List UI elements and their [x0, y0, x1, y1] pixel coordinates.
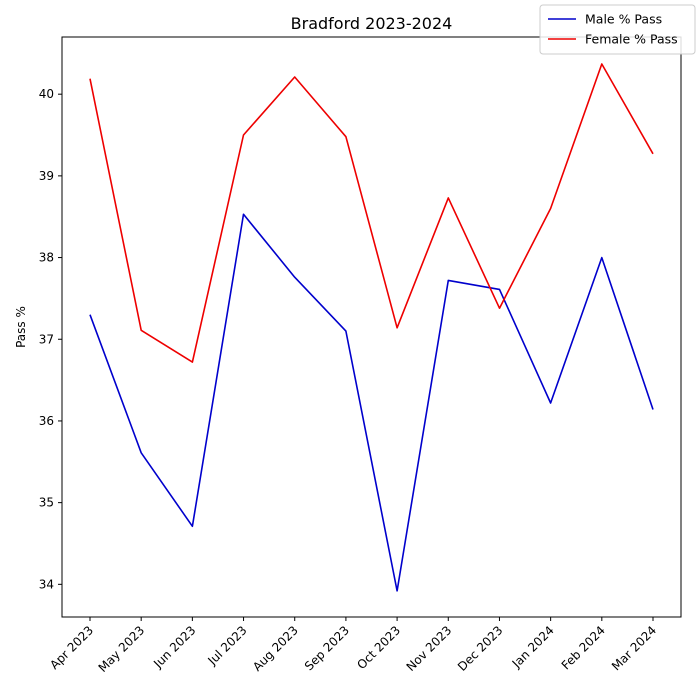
y-tick-label: 34 — [39, 577, 54, 591]
series-line-female — [89, 63, 654, 363]
plot-frame — [61, 36, 682, 618]
x-tick-label: Mar 2024 — [609, 623, 659, 673]
x-tick-label: Dec 2023 — [455, 623, 506, 674]
legend-entry: Female % Pass — [585, 32, 678, 47]
legend: Male % Pass Female % Pass — [539, 4, 696, 55]
x-tick-label: Jan 2024 — [509, 623, 557, 671]
x-tick-label: Jun 2023 — [150, 623, 198, 671]
series-line-male — [89, 213, 654, 592]
plot-area: 34 35 36 37 38 39 40 Apr 2023 May 2023 Jun 2023 Ju… — [39, 36, 682, 675]
x-tick-label: Apr 2023 — [47, 623, 96, 672]
x-tick-label: Aug 2023 — [250, 623, 301, 674]
x-tick-label: Feb 2024 — [559, 623, 608, 672]
y-tick-label: 37 — [39, 332, 54, 346]
chart-title: Bradford 2023-2024 — [291, 14, 453, 33]
legend-entry: Male % Pass — [585, 12, 662, 27]
x-tick-label: Oct 2023 — [354, 623, 403, 672]
y-tick-label: 39 — [39, 169, 54, 183]
x-tick-label: Nov 2023 — [404, 623, 455, 674]
y-tick-label: 35 — [39, 496, 54, 510]
y-tick-label: 38 — [39, 251, 54, 265]
x-tick-label: May 2023 — [96, 623, 148, 675]
legend-box — [539, 4, 696, 55]
x-tick-label: Jul 2023 — [205, 623, 250, 668]
y-tick-label: 36 — [39, 414, 54, 428]
y-axis-label: Pass % — [14, 306, 28, 348]
y-tick-label: 40 — [39, 87, 54, 101]
x-tick-label: Sep 2023 — [302, 623, 352, 673]
